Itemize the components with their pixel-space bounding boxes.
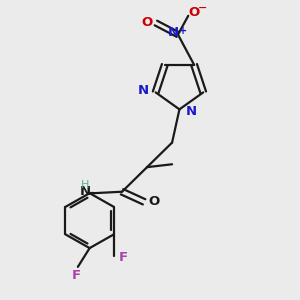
Text: +: +: [179, 26, 187, 36]
Text: O: O: [141, 16, 153, 29]
Text: N: N: [186, 105, 197, 118]
Text: F: F: [72, 269, 81, 282]
Text: H: H: [81, 180, 89, 190]
Text: O: O: [188, 6, 199, 20]
Text: N: N: [138, 84, 149, 98]
Text: −: −: [198, 3, 208, 13]
Text: O: O: [148, 195, 159, 208]
Text: N: N: [80, 185, 91, 198]
Text: F: F: [119, 251, 128, 264]
Text: N: N: [168, 26, 179, 39]
